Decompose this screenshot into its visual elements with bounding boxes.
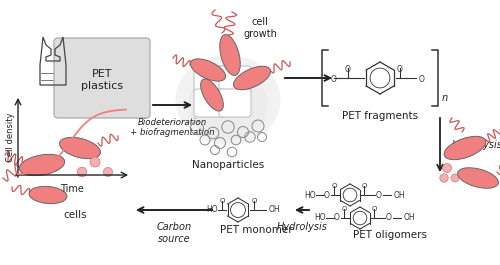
Ellipse shape	[20, 154, 64, 176]
Text: Cell density: Cell density	[6, 113, 16, 162]
Circle shape	[77, 167, 87, 177]
Text: O: O	[376, 191, 382, 200]
Text: O: O	[386, 214, 392, 223]
Circle shape	[442, 164, 452, 173]
Circle shape	[440, 174, 448, 182]
Text: O: O	[331, 76, 337, 85]
Circle shape	[451, 174, 459, 182]
Text: HO: HO	[314, 214, 326, 223]
Text: cell
growth: cell growth	[243, 17, 277, 39]
Ellipse shape	[176, 55, 281, 145]
FancyBboxPatch shape	[54, 38, 150, 118]
Ellipse shape	[220, 34, 240, 76]
Text: O: O	[220, 198, 224, 204]
FancyBboxPatch shape	[219, 89, 251, 117]
Ellipse shape	[60, 137, 100, 159]
Text: O: O	[252, 198, 256, 204]
Text: n: n	[442, 93, 448, 103]
Text: OH: OH	[269, 205, 280, 214]
Text: HO: HO	[206, 205, 218, 214]
Ellipse shape	[188, 70, 268, 140]
Text: Biodeterioration
+ biofragmentation: Biodeterioration + biofragmentation	[130, 118, 214, 137]
FancyBboxPatch shape	[219, 66, 251, 94]
Ellipse shape	[458, 168, 498, 188]
Text: HO: HO	[304, 191, 316, 200]
Ellipse shape	[29, 186, 67, 204]
Text: O: O	[419, 76, 425, 85]
Text: Time: Time	[60, 184, 84, 194]
Text: PET monomer: PET monomer	[220, 225, 292, 235]
Text: O: O	[324, 191, 330, 200]
Text: O: O	[342, 206, 346, 212]
FancyBboxPatch shape	[194, 66, 226, 94]
Text: PET fragments: PET fragments	[342, 111, 418, 121]
Circle shape	[90, 157, 100, 167]
Text: O: O	[372, 206, 376, 212]
Text: O: O	[334, 214, 340, 223]
Ellipse shape	[444, 136, 486, 160]
Text: O: O	[397, 65, 403, 74]
Text: Carbon
source: Carbon source	[156, 222, 192, 244]
FancyBboxPatch shape	[194, 89, 226, 117]
Text: O: O	[345, 65, 351, 74]
Text: OH: OH	[394, 191, 406, 200]
Text: PET
plastics: PET plastics	[81, 69, 123, 91]
Text: O: O	[362, 183, 366, 189]
Ellipse shape	[234, 66, 270, 90]
Text: PET oligomers: PET oligomers	[353, 230, 427, 240]
Text: cells: cells	[63, 210, 87, 220]
Text: O: O	[332, 183, 336, 189]
Text: Hydrolysis: Hydrolysis	[276, 222, 328, 232]
Ellipse shape	[190, 59, 226, 81]
Ellipse shape	[200, 79, 224, 111]
Text: Nanoparticles: Nanoparticles	[192, 160, 264, 170]
Text: Hydrolysis: Hydrolysis	[452, 140, 500, 150]
Text: OH: OH	[404, 214, 415, 223]
Circle shape	[104, 167, 112, 176]
